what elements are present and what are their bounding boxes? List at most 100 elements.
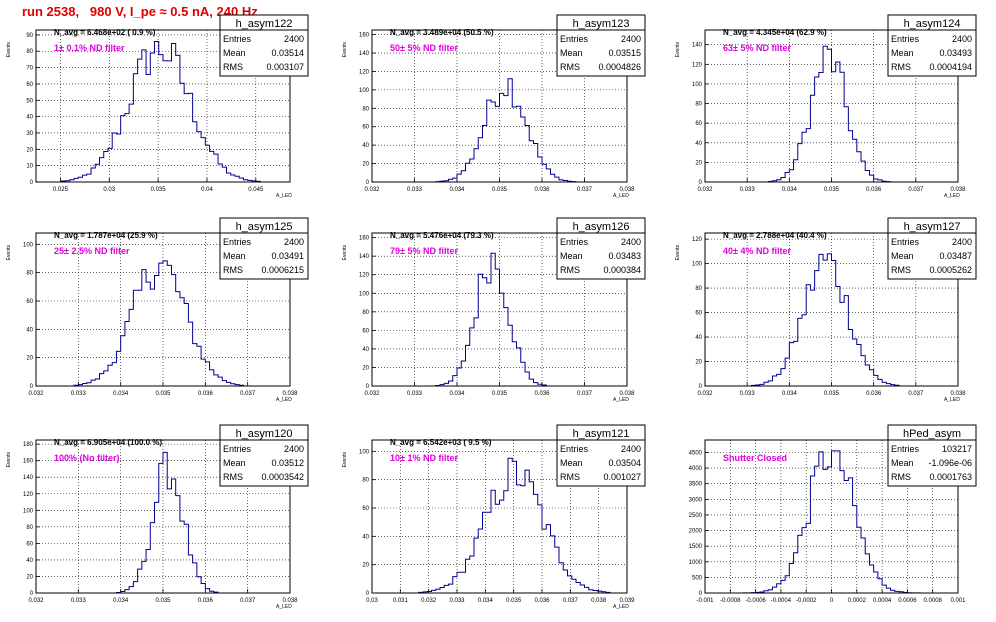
y-tick-label: 100 bbox=[359, 291, 370, 297]
y-tick-label: 1000 bbox=[689, 560, 703, 566]
y-tick-label: 60 bbox=[362, 328, 369, 334]
stat-value: 0.000384 bbox=[603, 265, 641, 275]
x-tick-label: 0.045 bbox=[248, 187, 264, 193]
y-tick-label: 10 bbox=[26, 164, 33, 170]
y-tick-label: 40 bbox=[362, 143, 369, 149]
y-tick-label: 40 bbox=[26, 558, 33, 564]
filter-annotation: 40± 4% ND filter bbox=[723, 246, 791, 256]
stat-value: 0.001027 bbox=[603, 472, 641, 482]
stat-label: Mean bbox=[560, 48, 583, 58]
stat-value: 2400 bbox=[284, 237, 304, 247]
y-tick-label: 0 bbox=[30, 591, 34, 597]
stat-label: Mean bbox=[891, 458, 914, 468]
x-tick-label: -0.0008 bbox=[720, 598, 741, 604]
stat-value: 2400 bbox=[284, 444, 304, 454]
y-tick-label: 0 bbox=[30, 384, 34, 390]
y-tick-label: 0 bbox=[366, 591, 370, 597]
y-tick-label: 60 bbox=[26, 299, 33, 305]
x-tick-label: 0.034 bbox=[478, 598, 494, 604]
y-tick-label: 40 bbox=[26, 115, 33, 121]
filter-annotation: 1± 0.1% ND filter bbox=[54, 43, 125, 53]
y-tick-label: 40 bbox=[362, 347, 369, 353]
x-tick-label: 0.035 bbox=[824, 187, 840, 193]
y-tick-label: 20 bbox=[362, 563, 369, 569]
y-axis-label: Events bbox=[6, 245, 12, 261]
y-tick-label: 3000 bbox=[689, 497, 703, 503]
histogram-panel-h_asym125: 0.032 0.033 0.034 0.035 0.036 0.037 0.038 0 20 40… bbox=[6, 217, 309, 403]
x-axis-label: A_LED bbox=[613, 604, 629, 610]
x-tick-label: -0.001 bbox=[696, 598, 714, 604]
x-tick-label: 0.032 bbox=[28, 391, 44, 397]
y-tick-label: 0 bbox=[699, 591, 703, 597]
histogram-curve bbox=[36, 40, 290, 183]
y-tick-label: 60 bbox=[695, 311, 702, 317]
y-tick-label: 0 bbox=[366, 384, 370, 390]
x-tick-label: 0.032 bbox=[28, 598, 44, 604]
stat-label: RMS bbox=[891, 265, 911, 275]
y-tick-label: 140 bbox=[23, 475, 34, 481]
stat-value: 0.03504 bbox=[608, 458, 641, 468]
y-tick-label: 0 bbox=[366, 180, 370, 186]
stat-label: Mean bbox=[223, 251, 246, 261]
histogram-panel-h_asym121: 0.03 0.031 0.032 0.033 0.034 0.035 0.036 0.037 0… bbox=[342, 424, 646, 610]
y-tick-label: 30 bbox=[26, 131, 33, 137]
x-tick-label: 0.033 bbox=[407, 187, 423, 193]
y-tick-label: 40 bbox=[695, 335, 702, 341]
stats-box-title: h_asym125 bbox=[236, 221, 293, 233]
y-tick-label: 20 bbox=[26, 356, 33, 362]
x-tick-label: 0.038 bbox=[282, 598, 298, 604]
x-tick-label: 0.034 bbox=[449, 187, 465, 193]
y-tick-label: 80 bbox=[362, 478, 369, 484]
y-tick-label: 100 bbox=[23, 242, 34, 248]
x-tick-label: 0.035 bbox=[492, 391, 508, 397]
x-tick-label: 0.032 bbox=[364, 391, 380, 397]
x-axis-label: A_LED bbox=[276, 193, 292, 199]
stats-box-title: h_asym120 bbox=[236, 428, 293, 440]
histogram-panel-h_asym124: 0.032 0.033 0.034 0.035 0.036 0.037 0.038 0 20 40… bbox=[675, 14, 977, 199]
x-tick-label: 0.037 bbox=[577, 391, 593, 397]
x-tick-label: 0.025 bbox=[53, 187, 69, 193]
x-tick-label: 0.034 bbox=[449, 391, 465, 397]
plot-frame bbox=[35, 439, 291, 594]
stat-value: 0.03493 bbox=[939, 48, 972, 58]
x-tick-label: 0.04 bbox=[201, 187, 213, 193]
stat-label: Mean bbox=[560, 251, 583, 261]
x-tick-label: 0.03 bbox=[103, 187, 115, 193]
stat-label: Entries bbox=[223, 237, 252, 247]
filter-annotation: 50± 5% ND filter bbox=[390, 43, 458, 53]
stat-label: Entries bbox=[891, 34, 920, 44]
stat-value: 2400 bbox=[952, 34, 972, 44]
y-tick-label: 80 bbox=[26, 49, 33, 55]
y-tick-label: 160 bbox=[23, 459, 34, 465]
histogram-curve bbox=[372, 78, 627, 183]
plot-frame bbox=[704, 29, 959, 183]
stat-label: RMS bbox=[223, 472, 243, 482]
stats-box: h_asym120 Entries 2400 Mean 0.03512 RMS 0.0003… bbox=[219, 424, 309, 487]
y-tick-label: 60 bbox=[362, 125, 369, 131]
stat-value: -1.096e-06 bbox=[928, 458, 972, 468]
y-tick-label: 40 bbox=[26, 327, 33, 333]
stat-value: 0.0004194 bbox=[929, 62, 972, 72]
stat-label: Mean bbox=[891, 251, 914, 261]
x-tick-label: 0.036 bbox=[198, 391, 214, 397]
x-tick-label: 0 bbox=[830, 598, 834, 604]
x-tick-label: 0.035 bbox=[151, 187, 167, 193]
n-avg-header: N_avg = 3.489e+04 (50.5 %) bbox=[390, 28, 494, 37]
y-tick-label: 0 bbox=[30, 180, 34, 186]
stat-value: 0.03514 bbox=[271, 48, 304, 58]
stat-label: RMS bbox=[223, 62, 243, 72]
stats-box: h_asym125 Entries 2400 Mean 0.03491 RMS 0.0006… bbox=[219, 217, 309, 280]
x-tick-label: 0.038 bbox=[950, 391, 966, 397]
histogram-panel-h_asym126: 0.032 0.033 0.034 0.035 0.036 0.037 0.038 0 20 40… bbox=[342, 217, 646, 403]
y-tick-label: 60 bbox=[26, 82, 33, 88]
plot-frame bbox=[704, 232, 959, 387]
plot-frame bbox=[35, 29, 291, 183]
stat-value: 2400 bbox=[621, 34, 641, 44]
y-tick-label: 70 bbox=[26, 66, 33, 72]
x-tick-label: 0.032 bbox=[697, 391, 713, 397]
x-tick-label: 0.035 bbox=[155, 598, 171, 604]
histogram-panel-h_asym122: 0.025 0.03 0.035 0.04 0.045 0 10 20 30 40 50 60 70 80… bbox=[6, 14, 309, 199]
y-tick-label: 180 bbox=[23, 442, 34, 448]
x-tick-label: 0.038 bbox=[950, 187, 966, 193]
stat-value: 2400 bbox=[284, 34, 304, 44]
